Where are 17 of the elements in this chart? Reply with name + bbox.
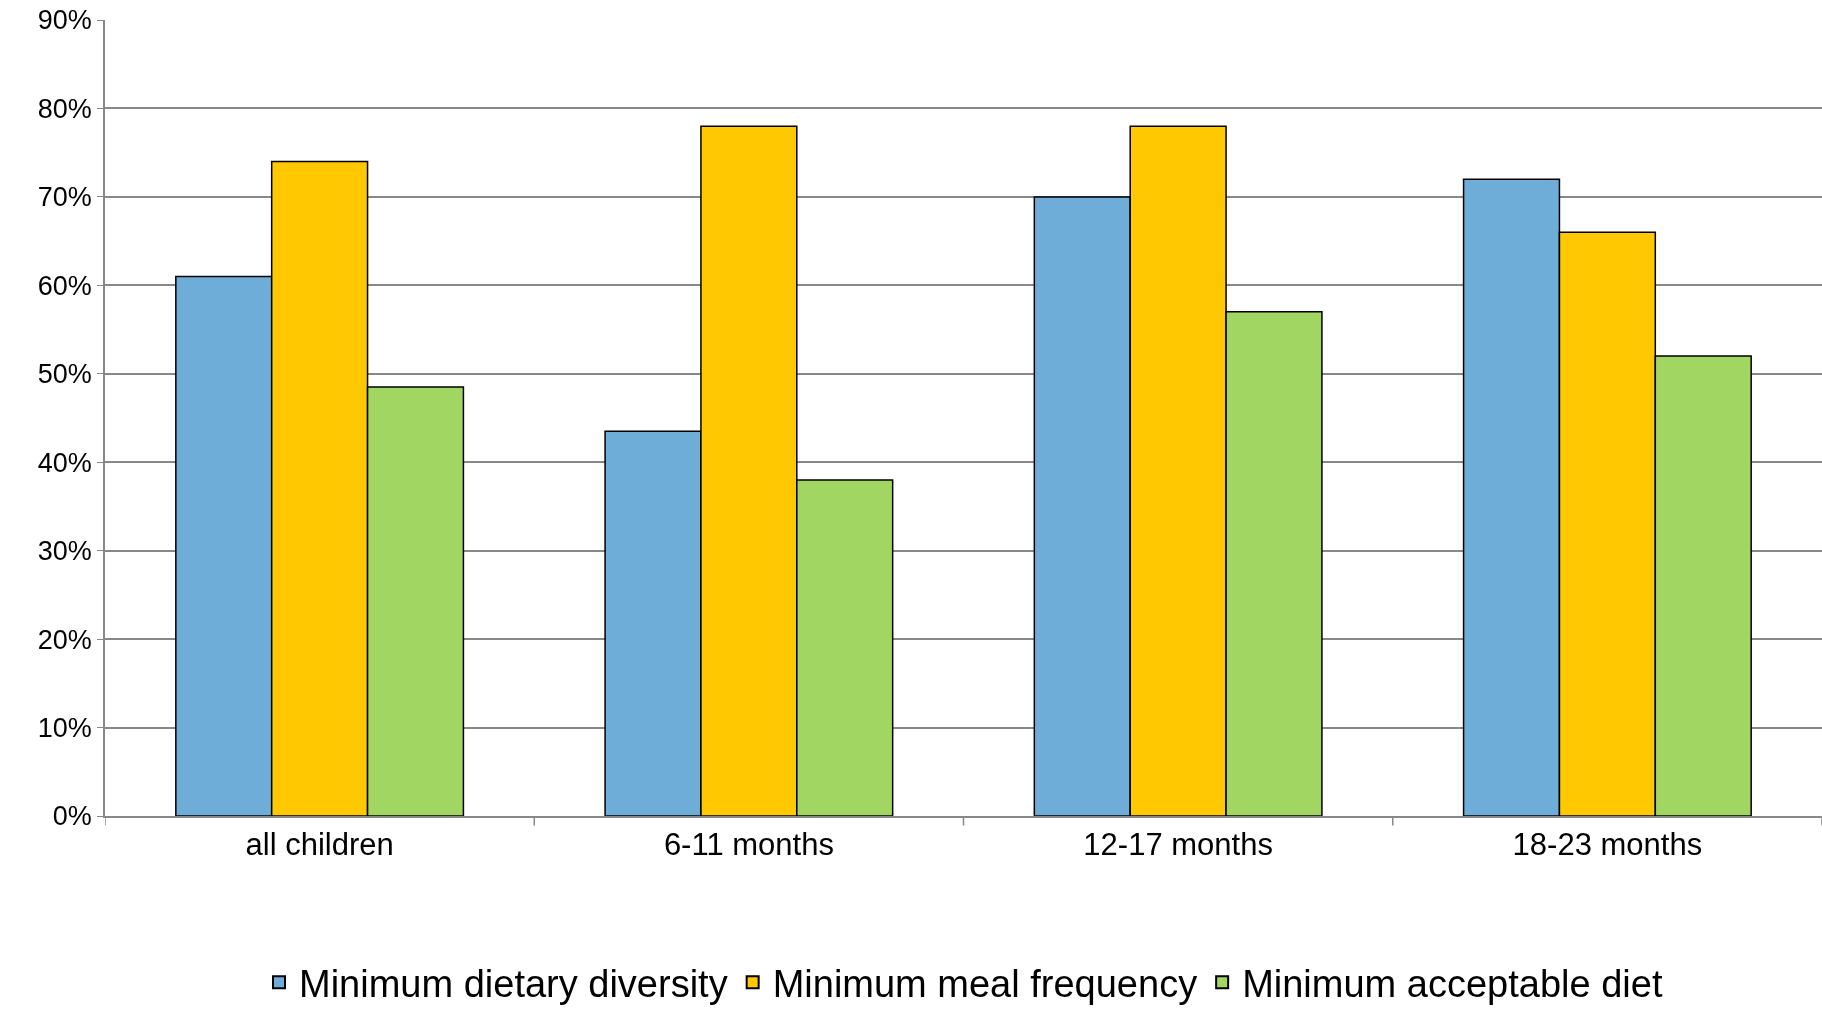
x-tick-label: all children bbox=[245, 826, 394, 862]
legend-label: Minimum acceptable diet bbox=[1242, 963, 1663, 1006]
y-tick-label: 70% bbox=[37, 182, 92, 213]
y-tick-label: 50% bbox=[37, 359, 92, 390]
y-tick-label: 80% bbox=[37, 93, 92, 124]
x-tick-label: 12-17 months bbox=[1083, 826, 1273, 862]
y-tick-label: 20% bbox=[37, 624, 92, 655]
y-tick-label: 60% bbox=[37, 270, 92, 301]
legend-label: Minimum dietary diversity bbox=[299, 963, 728, 1006]
x-tick-label: 6-11 months bbox=[663, 826, 834, 862]
y-tick-label: 40% bbox=[37, 447, 92, 478]
y-tick-label: 90% bbox=[37, 5, 92, 36]
legend-label: Minimum meal frequency bbox=[772, 963, 1198, 1006]
y-tick-label: 30% bbox=[37, 536, 92, 567]
y-tick-label: 10% bbox=[37, 713, 92, 744]
y-tick-label: 0% bbox=[52, 801, 92, 832]
x-tick-label: 18-23 months bbox=[1512, 826, 1703, 862]
